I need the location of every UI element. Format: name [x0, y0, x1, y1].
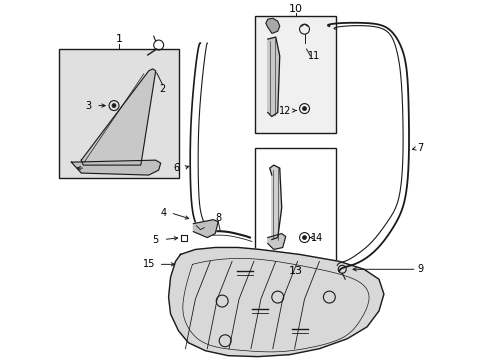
Text: 11: 11 — [308, 51, 320, 61]
Text: 5: 5 — [152, 234, 159, 244]
Polygon shape — [71, 160, 161, 175]
Text: 2: 2 — [159, 84, 165, 94]
Bar — [60, 49, 178, 178]
Polygon shape — [193, 220, 218, 238]
Polygon shape — [269, 165, 281, 239]
Text: 14: 14 — [311, 233, 323, 243]
Text: 3: 3 — [85, 100, 91, 111]
Text: 4: 4 — [160, 208, 166, 218]
Polygon shape — [81, 69, 155, 165]
Circle shape — [112, 104, 116, 108]
Polygon shape — [265, 18, 279, 33]
Bar — [254, 148, 336, 265]
Text: 10: 10 — [288, 4, 302, 14]
Polygon shape — [168, 247, 383, 357]
Text: 9: 9 — [417, 264, 423, 274]
Polygon shape — [267, 234, 285, 249]
Text: 8: 8 — [215, 213, 221, 223]
Text: 13: 13 — [288, 266, 302, 276]
Text: 12: 12 — [278, 105, 290, 116]
Text: 6: 6 — [173, 163, 179, 173]
Bar — [254, 16, 336, 133]
Circle shape — [302, 107, 306, 111]
Text: 7: 7 — [417, 143, 423, 153]
Polygon shape — [267, 37, 279, 117]
Text: 1: 1 — [115, 34, 122, 44]
Circle shape — [302, 235, 306, 239]
Text: 15: 15 — [142, 259, 155, 269]
